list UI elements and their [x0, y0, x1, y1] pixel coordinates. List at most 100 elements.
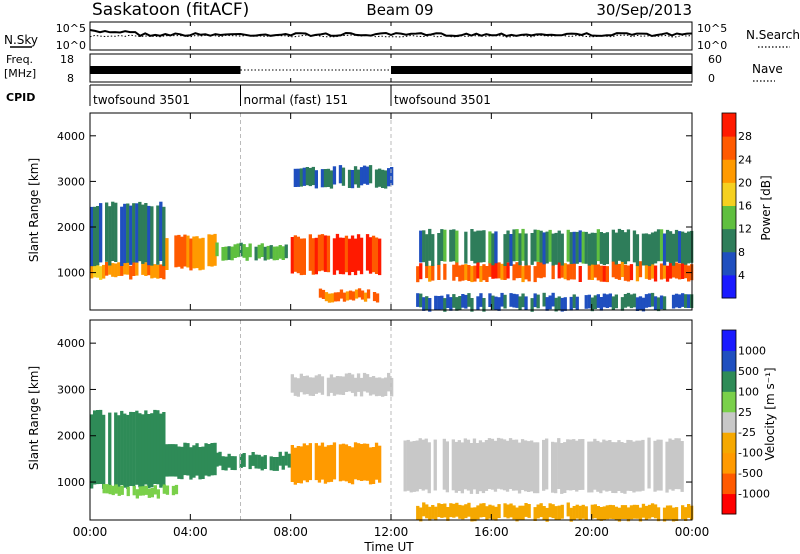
colorbar-tick-label: 4 [738, 269, 745, 282]
heatmap-cell [626, 292, 631, 307]
heatmap-cell [227, 453, 231, 468]
heatmap-cell [461, 264, 465, 281]
heatmap-cell [108, 261, 112, 275]
heatmap-cell [554, 442, 558, 494]
colorbar-swatch [722, 159, 736, 183]
heatmap-cell [123, 203, 127, 264]
heatmap-cell [150, 488, 154, 498]
heatmap-cell [656, 507, 661, 522]
heatmap-cell [687, 231, 691, 264]
heatmap-cell [224, 246, 228, 261]
heatmap-cell [434, 506, 438, 521]
heatmap-cell [162, 484, 166, 494]
heatmap-cell [159, 413, 163, 488]
x-tick-label: 00:00 [73, 525, 108, 539]
heatmap-cell [488, 293, 492, 307]
heatmap-cell [542, 232, 546, 265]
heatmap-cell [458, 265, 462, 282]
heatmap-cell [425, 262, 429, 279]
heatmap-cell [626, 439, 630, 491]
heatmap-cell [437, 503, 441, 518]
heatmap-cell [323, 169, 328, 188]
heatmap-cell [542, 261, 546, 278]
heatmap-cell [593, 232, 597, 265]
heatmap-cell [572, 506, 576, 520]
heatmap-cell [668, 438, 672, 490]
heatmap-cell [530, 233, 534, 265]
heatmap-cell [590, 232, 594, 265]
heatmap-cell [227, 246, 231, 260]
heatmap-cell [464, 294, 468, 309]
heatmap-cell [174, 484, 179, 495]
heatmap-cell [368, 165, 373, 184]
heatmap-cell [469, 443, 474, 494]
heatmap-cell [466, 439, 471, 491]
noise-right-tick-top: 10^5 [697, 22, 727, 35]
colorbar-tick-label: 24 [738, 153, 752, 166]
heatmap-cell [614, 262, 618, 279]
heatmap-cell [375, 293, 380, 303]
heatmap-cell [357, 288, 362, 298]
heatmap-cell [678, 294, 682, 309]
heatmap-cell [635, 297, 640, 311]
heatmap-cell [339, 289, 344, 299]
heatmap-cell [425, 296, 429, 310]
heatmap-cell [344, 235, 349, 273]
heatmap-cell [269, 456, 273, 471]
heatmap-cell [442, 438, 446, 490]
heatmap-cell [656, 297, 661, 312]
heatmap-cell [198, 238, 202, 271]
heatmap-cell [458, 296, 462, 310]
heatmap-cell [440, 504, 444, 518]
heatmap-cell [120, 206, 124, 266]
heatmap-cell [93, 410, 97, 485]
heatmap-cell [416, 266, 420, 283]
heatmap-cell [126, 414, 130, 489]
heatmap-cell [677, 438, 681, 490]
heatmap-cell [428, 265, 432, 282]
heatmap-cell [557, 262, 561, 279]
heatmap-cell [473, 265, 477, 282]
heatmap-cell [371, 376, 376, 395]
heatmap-cell [508, 438, 513, 489]
heatmap-cell [365, 443, 370, 481]
heatmap-cell [614, 232, 618, 265]
heatmap-cell [356, 234, 361, 271]
heatmap-cell [503, 294, 507, 309]
heatmap-cell [575, 440, 579, 492]
heatmap-cell [659, 263, 664, 280]
heatmap-cell [201, 446, 205, 479]
heatmap-cell [275, 457, 279, 471]
heatmap-cell [362, 165, 367, 184]
heatmap-cell [165, 444, 169, 477]
heatmap-cell [156, 410, 160, 485]
heatmap-cell [514, 439, 519, 491]
heatmap-cell [467, 265, 471, 281]
heatmap-cell [445, 441, 449, 493]
freq-bar [391, 66, 692, 74]
heatmap-cell [566, 439, 570, 491]
heatmap-cell [335, 376, 340, 395]
heatmap-cell [496, 437, 501, 489]
heatmap-cell [96, 410, 100, 485]
heatmap-cell [162, 206, 166, 267]
heatmap-cell [290, 237, 294, 274]
heatmap-cell [372, 292, 377, 302]
heatmap-cell [433, 439, 437, 491]
heatmap-cell [587, 294, 591, 309]
heatmap-cell [180, 446, 184, 480]
heatmap-cell [336, 292, 341, 302]
colorbar-tick-label: 16 [738, 200, 752, 213]
power-colorbar-label: Power [dB] [759, 175, 773, 240]
heatmap-cell [215, 452, 219, 467]
heatmap-cell [623, 442, 627, 494]
heatmap-cell [147, 261, 151, 276]
colorbar-tick-label: 100 [738, 385, 759, 398]
nave-tick-top: 60 [708, 53, 722, 66]
heatmap-cell [665, 265, 670, 282]
heatmap-cell [653, 504, 658, 519]
heatmap-cell [425, 234, 429, 267]
heatmap-cell [180, 236, 184, 269]
heatmap-cell [647, 437, 651, 489]
heatmap-cell [509, 234, 513, 266]
